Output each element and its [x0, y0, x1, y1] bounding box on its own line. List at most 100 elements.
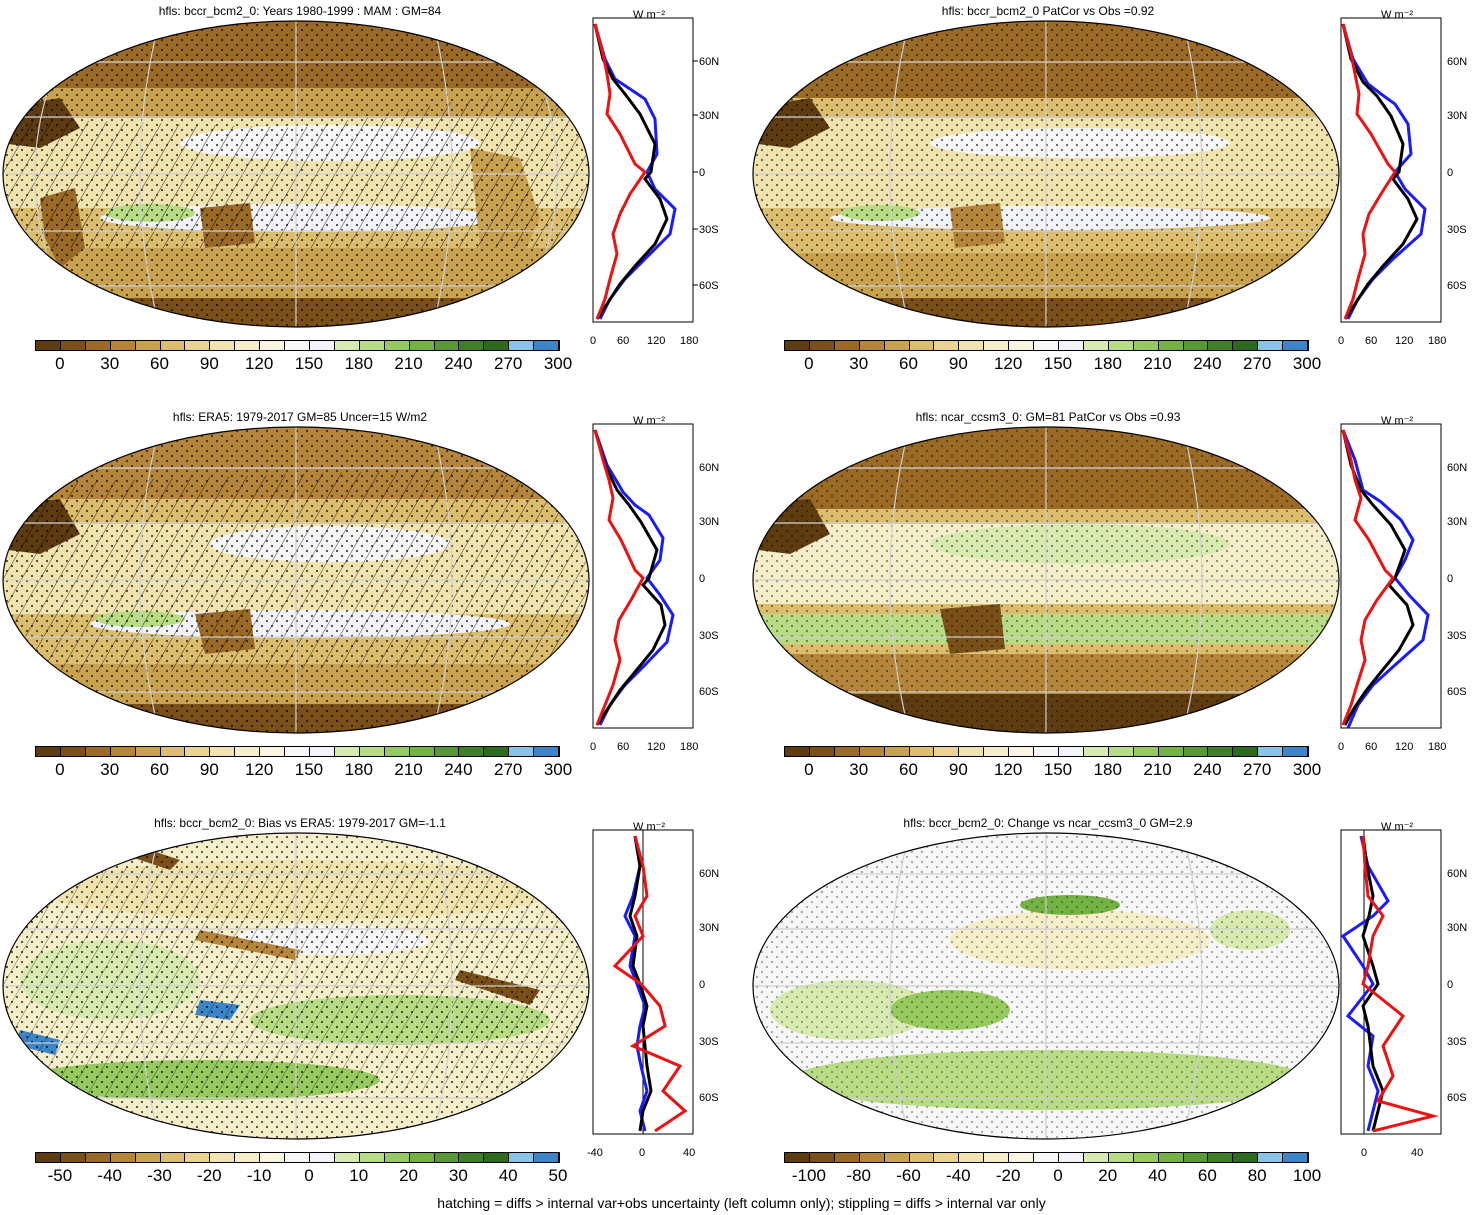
colorbar-swatch	[1034, 747, 1059, 756]
colorbar-label: 120	[993, 354, 1023, 373]
colorbar-swatch	[1034, 1153, 1059, 1162]
world-map	[2, 832, 590, 1140]
colorbar-swatch	[210, 1153, 236, 1162]
lat-tick: 60S	[1447, 280, 1467, 292]
colorbar-swatch	[859, 747, 885, 756]
colorbar-swatch	[859, 341, 885, 350]
colorbar-label: -100	[791, 1166, 826, 1185]
map-title: hfls: bccr_bcm2_0: Years 1980-1999 : MAM…	[158, 4, 442, 18]
lat-tick: 60N	[1447, 868, 1467, 880]
colorbar-label: -60	[896, 1166, 921, 1185]
colorbar-swatch	[110, 1153, 136, 1162]
lat-tick: 60N	[699, 868, 719, 880]
colorbar-swatch	[160, 747, 186, 756]
lat-tick: 30N	[699, 516, 719, 528]
colorbar-label: 30	[448, 1166, 468, 1185]
colorbar-label: 300	[1292, 760, 1322, 779]
colorbar-swatch	[384, 341, 410, 350]
colorbar-swatch	[1009, 341, 1035, 350]
colorbar-swatch	[884, 747, 910, 756]
profile-line-red	[612, 835, 688, 1133]
colorbar-swatch	[210, 747, 236, 756]
profile-xtick: 120	[647, 741, 665, 753]
colorbar-swatch	[785, 341, 810, 350]
lat-tick: 30S	[699, 224, 719, 236]
colorbar-label: 270	[494, 760, 523, 779]
colorbar-swatch	[884, 1153, 910, 1162]
colorbar-swatch	[1233, 1153, 1259, 1162]
colorbar-label: 0	[804, 354, 814, 373]
lat-tick: 30N	[699, 110, 719, 122]
colorbar-label: 0	[304, 1166, 314, 1185]
profile-unit: W m⁻²	[1381, 9, 1413, 21]
colorbar-label: 90	[199, 354, 219, 373]
colorbar-swatch	[1158, 1153, 1184, 1162]
colorbar-swatch	[809, 1153, 835, 1162]
colorbar-swatch	[309, 1153, 335, 1162]
profile-xtick: 0	[1338, 741, 1344, 753]
colorbar-labels: -100 -80 -60 -40 -20 0 20 40 60 80 100	[784, 1166, 1321, 1188]
profile-line-blue	[1340, 835, 1390, 1132]
lat-tick: 60N	[699, 56, 719, 68]
colorbar-label: 20	[399, 1166, 419, 1185]
colorbar	[784, 746, 1309, 757]
profile-xtick: 0	[1338, 335, 1344, 347]
colorbar-label: 20	[1098, 1166, 1118, 1185]
colorbar-label: 180	[1093, 760, 1122, 779]
colorbar-label: 150	[1043, 354, 1073, 373]
profile-xtick: 0	[1361, 1147, 1367, 1159]
colorbar-swatch	[934, 1153, 960, 1162]
colorbar-swatch	[959, 341, 985, 350]
colorbar-swatch	[1158, 341, 1184, 350]
colorbar-swatch	[1058, 1153, 1084, 1162]
colorbar-label: 300	[543, 354, 573, 373]
profile-line-blue	[623, 835, 649, 1132]
colorbar-swatch	[135, 341, 161, 350]
colorbar-swatch	[484, 1153, 510, 1162]
colorbar-swatch	[409, 1153, 435, 1162]
colorbar-swatch	[434, 341, 460, 350]
lat-tick: 30S	[1447, 224, 1467, 236]
colorbar-swatch	[110, 341, 136, 350]
colorbar-label: -10	[246, 1166, 272, 1185]
lat-tick: 30S	[699, 630, 719, 642]
colorbar-label: 0	[55, 760, 65, 779]
colorbar-swatch	[384, 1153, 410, 1162]
colorbar-label: 240	[1193, 354, 1222, 373]
colorbar-swatch	[309, 341, 335, 350]
lat-tick: 30N	[1447, 110, 1467, 122]
map-title: hfls: bccr_bcm2_0: Change vs ncar_ccsm3_…	[903, 816, 1193, 830]
colorbar-label: 270	[494, 354, 523, 373]
colorbar-swatch	[1133, 747, 1159, 756]
colorbar-label: 90	[948, 354, 968, 373]
profile-line-black	[628, 835, 653, 1132]
colorbar-swatch	[1133, 341, 1159, 350]
profile-unit: W m⁻²	[633, 821, 665, 833]
colorbar-swatch	[534, 747, 560, 756]
world-map	[2, 426, 590, 734]
zonal-profile: W m⁻² 60N 30N 0 30S 60S 0 60 120 180	[1338, 9, 1467, 347]
colorbar-swatch	[1034, 341, 1059, 350]
colorbar-label: 150	[1043, 760, 1073, 779]
colorbar-label: 10	[349, 1166, 369, 1185]
profile-line-red	[1341, 429, 1395, 726]
profile-xtick: 60	[1365, 741, 1377, 753]
colorbar-label: -80	[846, 1166, 871, 1185]
colorbar-label: 90	[948, 760, 968, 779]
colorbar-label: -40	[946, 1166, 971, 1185]
map-title: hfls: bccr_bcm2_0 PatCor vs Obs =0.92	[941, 4, 1155, 18]
profile-line-black	[1341, 23, 1419, 320]
profile-xtick: 120	[1395, 335, 1413, 347]
colorbar-swatch	[834, 747, 860, 756]
colorbar-label: -30	[147, 1166, 172, 1185]
profile-xtick: 180	[680, 335, 698, 347]
colorbar-labels: 0 30 60 90 120 150 180 210 240 270 300	[35, 760, 572, 782]
colorbar-swatch	[185, 1153, 211, 1162]
profile-line-red	[1361, 835, 1439, 1133]
colorbar-swatch	[1183, 1153, 1209, 1162]
zonal-profile: W m⁻² 60N 30N 0 30S 60S 0 60 120 180	[590, 415, 719, 753]
profile-xtick: 180	[680, 741, 698, 753]
colorbar-swatch	[260, 747, 286, 756]
colorbar-swatch	[36, 747, 61, 756]
profile-line-red	[593, 23, 648, 320]
